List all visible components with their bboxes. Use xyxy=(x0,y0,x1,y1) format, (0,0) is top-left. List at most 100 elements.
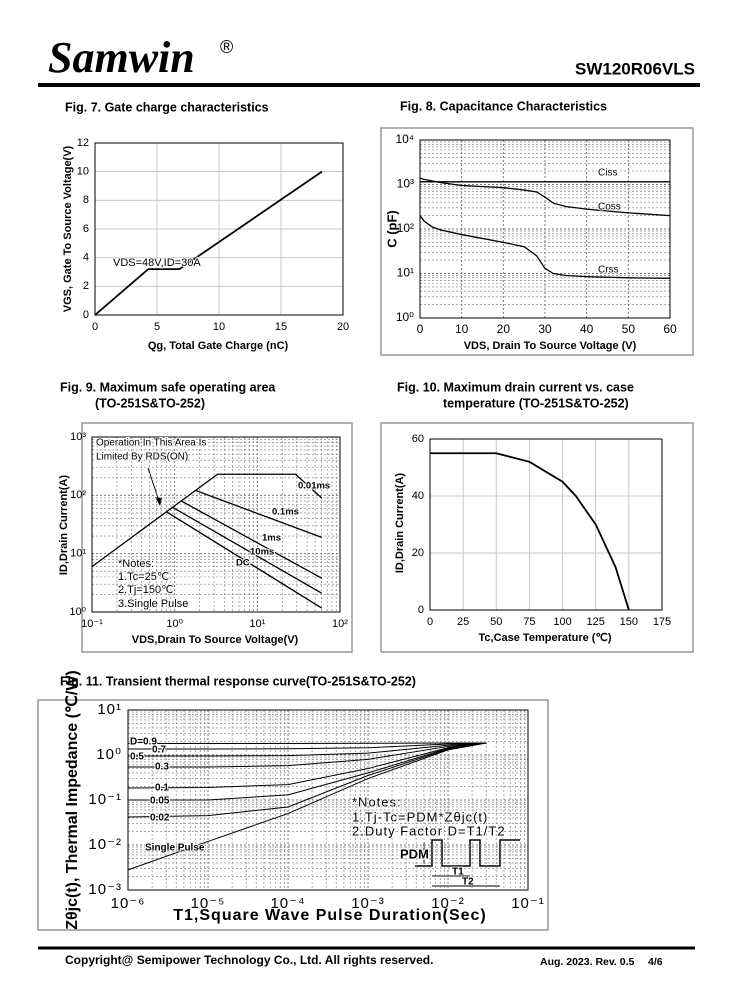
x-tick-label: 10⁻⁶ xyxy=(111,895,146,912)
series-label: 0.02 xyxy=(150,813,170,824)
x-tick-label: 10⁻¹ xyxy=(81,618,103,630)
x-axis-title: Tc,Case Temperature (℃) xyxy=(479,632,612,644)
series-label: 10ms xyxy=(250,547,274,558)
annotation: *Notes: xyxy=(352,794,402,809)
x-tick-label: 0 xyxy=(427,616,433,628)
page-number: 4/6 xyxy=(648,956,663,968)
figure-title: Fig. 9. Maximum safe operating area xyxy=(60,380,276,394)
x-tick-label: 10⁻² xyxy=(431,895,465,912)
y-tick-label: 10³ xyxy=(397,177,414,191)
x-tick-label: 20 xyxy=(337,321,349,333)
figure-frame xyxy=(81,422,353,653)
annotation: Operation In This Area Is xyxy=(96,438,206,449)
y-tick-label: 0 xyxy=(83,309,89,321)
pulse-diagram xyxy=(415,839,520,867)
data-line xyxy=(128,742,487,768)
y-tick-label: 10⁰ xyxy=(96,746,122,763)
brand: Samwin xyxy=(48,33,195,82)
annotation: 1.Tj-Tc=PDM*Zθjc(t) xyxy=(352,809,488,824)
annotation: PDM xyxy=(400,846,429,861)
data-line xyxy=(94,170,323,316)
plot-border xyxy=(91,436,341,613)
plot-border xyxy=(94,142,344,316)
x-tick-label: 0 xyxy=(417,322,424,336)
y-tick-label: 10¹ xyxy=(70,548,86,560)
x-tick-label: 10 xyxy=(213,321,225,333)
x-axis-title: VDS, Drain To Source Voltage (V) xyxy=(464,340,637,352)
series-label: Ciss xyxy=(598,168,617,179)
series-label: 0.05 xyxy=(150,796,170,807)
x-tick-label: 10 xyxy=(455,322,469,336)
x-tick-label: 10² xyxy=(332,618,348,630)
x-tick-label: 60 xyxy=(663,322,677,336)
y-axis-title: ID,Drain Current(A) xyxy=(58,475,70,576)
x-tick-label: 15 xyxy=(275,321,287,333)
x-tick-label: 10⁻¹ xyxy=(511,895,545,912)
y-tick-label: 60 xyxy=(412,433,424,445)
x-tick-label: 10¹ xyxy=(249,618,265,630)
figure-title: Fig. 11. Transient thermal response curv… xyxy=(60,674,416,688)
y-tick-label: 20 xyxy=(412,547,424,559)
data-line xyxy=(430,452,630,611)
annotation: 2.Tj=150℃ xyxy=(118,584,173,596)
data-line xyxy=(128,742,487,745)
annotation: *Notes: xyxy=(118,558,154,570)
x-tick-label: 10⁻⁴ xyxy=(270,895,305,912)
y-axis-title: C (pF) xyxy=(384,210,399,248)
annotation: 2.Duty Factor D=T1/T2 xyxy=(352,823,506,838)
data-line xyxy=(127,742,487,871)
data-line xyxy=(419,177,671,217)
arrow-head xyxy=(155,497,162,506)
x-tick-label: 25 xyxy=(457,616,469,628)
x-tick-label: 30 xyxy=(538,322,552,336)
series-label: 0.01ms xyxy=(298,481,330,492)
y-tick-label: 10 xyxy=(77,166,89,178)
y-axis-title: Zθjc(t), Thermal Impedance (℃/W) xyxy=(64,670,81,930)
annotation: T1 xyxy=(452,867,464,878)
series-label: D=0.9 xyxy=(130,737,157,748)
data-line xyxy=(128,742,487,750)
annotation: T2 xyxy=(462,877,474,888)
y-tick-label: 10³ xyxy=(70,431,86,443)
annotation: Limited By RDS(ON) xyxy=(96,452,188,463)
annotation: 3.Single Pulse xyxy=(118,598,188,610)
data-line xyxy=(172,506,322,594)
y-tick-label: 10⁰ xyxy=(69,606,86,618)
x-axis-title: T1,Square Wave Pulse Duration(Sec) xyxy=(173,907,486,924)
y-tick-label: 10⁰ xyxy=(396,310,414,324)
y-tick-label: 10⁻³ xyxy=(88,881,122,898)
figure-subtitle: (TO-251S&TO-252) xyxy=(95,396,205,410)
y-tick-label: 8 xyxy=(83,194,89,206)
x-tick-label: 100 xyxy=(553,616,571,628)
x-tick-label: 5 xyxy=(154,321,160,333)
annotation: VDS=48V,ID=30A xyxy=(113,257,201,269)
series-label: 0.5 xyxy=(130,752,144,763)
series-label: DC xyxy=(236,558,250,569)
x-axis-title: VDS,Drain To Source Voltage(V) xyxy=(132,634,299,646)
data-line xyxy=(128,742,487,757)
series-label: 0.3 xyxy=(155,762,169,773)
x-tick-label: 75 xyxy=(523,616,535,628)
series-label: 0.1 xyxy=(155,783,169,794)
series-label: Coss xyxy=(598,202,621,213)
series-label: 0.1ms xyxy=(272,507,299,518)
y-tick-label: 10¹ xyxy=(97,701,122,718)
data-line xyxy=(195,489,322,539)
registered-mark: ® xyxy=(220,37,233,57)
y-tick-label: 10⁻² xyxy=(88,836,122,853)
x-axis-title: Qg, Total Gate Charge (nC) xyxy=(148,340,289,352)
x-tick-label: 10⁻³ xyxy=(351,895,385,912)
series-label: Crss xyxy=(598,265,619,276)
y-tick-label: 10⁻¹ xyxy=(88,791,122,808)
data-line xyxy=(127,742,487,789)
x-tick-label: 125 xyxy=(587,616,605,628)
figure-subtitle: temperature (TO-251S&TO-252) xyxy=(443,396,629,410)
figure-frame xyxy=(380,127,694,356)
x-tick-label: 50 xyxy=(622,322,636,336)
data-line xyxy=(127,742,487,818)
x-tick-label: 40 xyxy=(580,322,594,336)
figure-title: Fig. 7. Gate charge characteristics xyxy=(65,100,269,114)
series-label: Single Pulse xyxy=(145,843,205,854)
y-tick-label: 6 xyxy=(83,223,89,235)
